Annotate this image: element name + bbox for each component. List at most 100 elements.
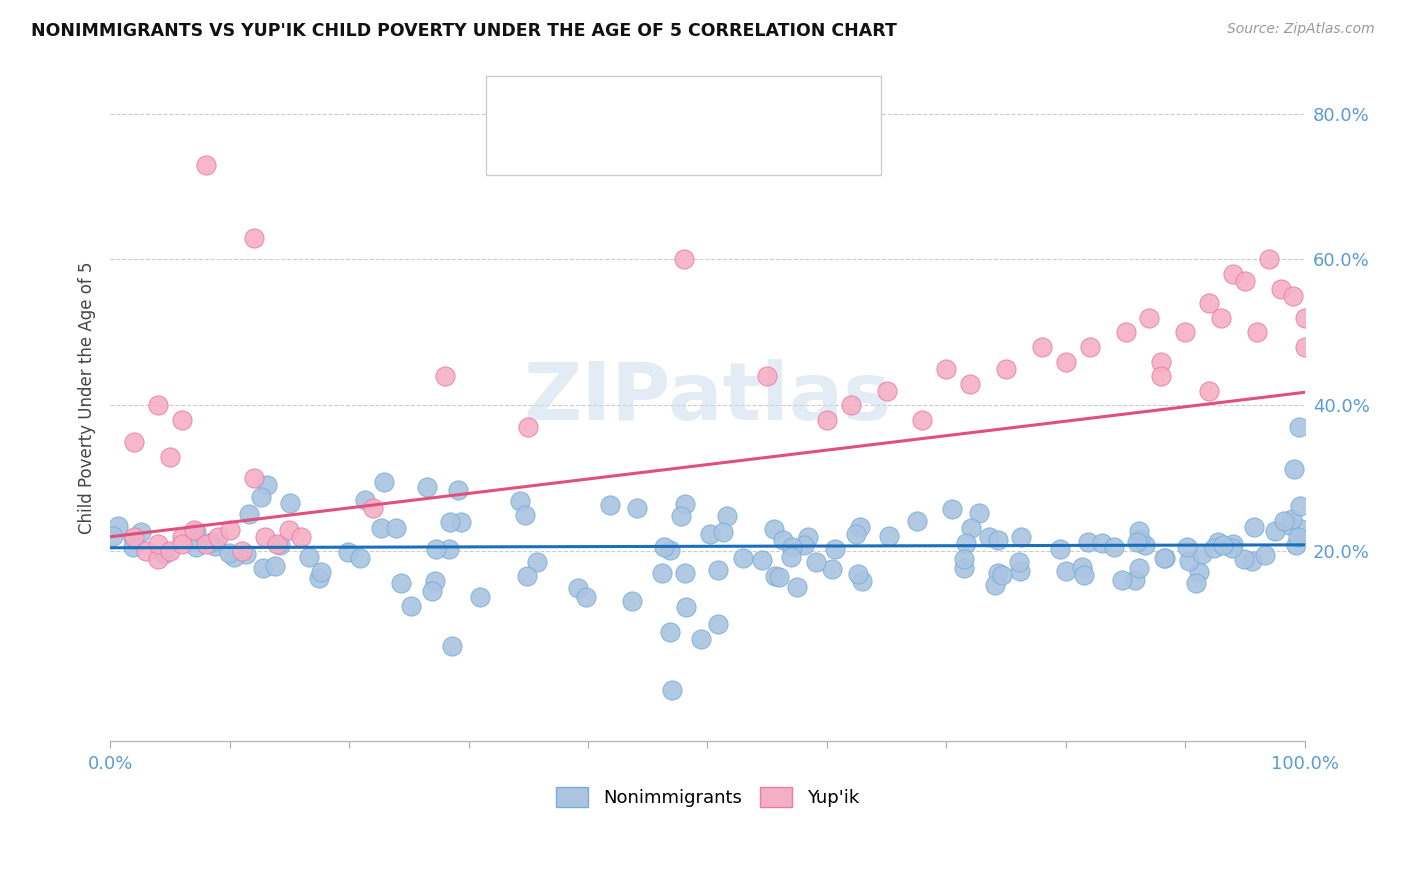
Point: [1031, 340, 1053, 354]
Point: [1222, 267, 1244, 281]
Point: [263, 559, 285, 574]
Point: [1212, 538, 1234, 552]
Point: [266, 537, 288, 551]
Point: [675, 599, 697, 614]
Point: [101, 529, 124, 543]
Point: [751, 553, 773, 567]
Point: [420, 584, 443, 599]
Point: [1091, 535, 1114, 549]
Point: [821, 562, 844, 576]
Point: [707, 563, 730, 577]
Point: [905, 514, 928, 528]
Point: [782, 540, 804, 554]
Point: [437, 541, 460, 556]
Point: [1294, 310, 1316, 325]
Point: [977, 530, 1000, 544]
Point: [218, 546, 240, 560]
Point: [984, 577, 1007, 591]
Point: [673, 497, 696, 511]
Point: [1188, 565, 1211, 579]
Point: [201, 535, 224, 549]
Point: [716, 508, 738, 523]
Point: [450, 516, 472, 530]
Point: [515, 508, 537, 523]
Point: [242, 471, 264, 485]
Point: [991, 567, 1014, 582]
Point: [786, 580, 808, 594]
Point: [399, 599, 422, 614]
Point: [446, 483, 468, 497]
Point: [797, 530, 820, 544]
Point: [1206, 535, 1229, 549]
Point: [959, 376, 981, 391]
Point: [879, 529, 901, 543]
Point: [361, 500, 384, 515]
Point: [184, 524, 207, 539]
Point: [1204, 541, 1226, 556]
Point: [224, 549, 246, 564]
Point: [1049, 541, 1071, 556]
Point: [194, 537, 217, 551]
Point: [671, 508, 693, 523]
Y-axis label: Child Poverty Under the Age of 5: Child Poverty Under the Age of 5: [79, 262, 96, 534]
Point: [1153, 551, 1175, 566]
Point: [673, 566, 696, 580]
Point: [1115, 326, 1137, 340]
Point: [1128, 524, 1150, 538]
Point: [953, 561, 976, 575]
Point: [170, 530, 193, 544]
Point: [1150, 354, 1173, 368]
Point: [1286, 530, 1309, 544]
Point: [309, 566, 332, 580]
Point: [170, 413, 193, 427]
Point: [238, 508, 260, 522]
Point: [1272, 514, 1295, 528]
Point: [468, 591, 491, 605]
Point: [654, 540, 676, 554]
Point: [1078, 340, 1101, 354]
Point: [672, 252, 695, 267]
Point: [207, 530, 229, 544]
Point: [1220, 541, 1243, 555]
Point: [278, 523, 301, 537]
Point: [278, 496, 301, 510]
Point: [824, 541, 846, 556]
Point: [1139, 310, 1161, 325]
Point: [1281, 511, 1303, 525]
Point: [707, 617, 730, 632]
Legend: Nonimmigrants, Yup'ik: Nonimmigrants, Yup'ik: [548, 780, 866, 814]
Point: [1270, 282, 1292, 296]
Point: [122, 434, 145, 449]
Point: [256, 478, 278, 492]
Point: [711, 525, 734, 540]
Point: [122, 530, 145, 544]
Point: [987, 566, 1010, 580]
Point: [231, 544, 253, 558]
Point: [385, 521, 408, 535]
Point: [153, 547, 176, 561]
Point: [733, 551, 755, 566]
Point: [1102, 541, 1125, 555]
Point: [129, 525, 152, 540]
Point: [1198, 296, 1220, 310]
Point: [1289, 522, 1312, 536]
Point: [298, 550, 321, 565]
Point: [1071, 559, 1094, 574]
Point: [389, 576, 412, 591]
Point: [170, 537, 193, 551]
Point: [433, 369, 456, 384]
Point: [995, 362, 1018, 376]
Point: [1240, 554, 1263, 568]
Point: [1233, 274, 1256, 288]
Point: [1254, 548, 1277, 562]
Point: [1054, 564, 1077, 578]
Point: [1294, 340, 1316, 354]
Point: [526, 555, 548, 569]
Point: [1233, 552, 1256, 566]
Point: [1073, 568, 1095, 582]
Point: [1264, 524, 1286, 539]
Point: [269, 538, 291, 552]
Point: [1284, 462, 1306, 476]
Point: [1126, 535, 1149, 549]
Point: [839, 399, 862, 413]
